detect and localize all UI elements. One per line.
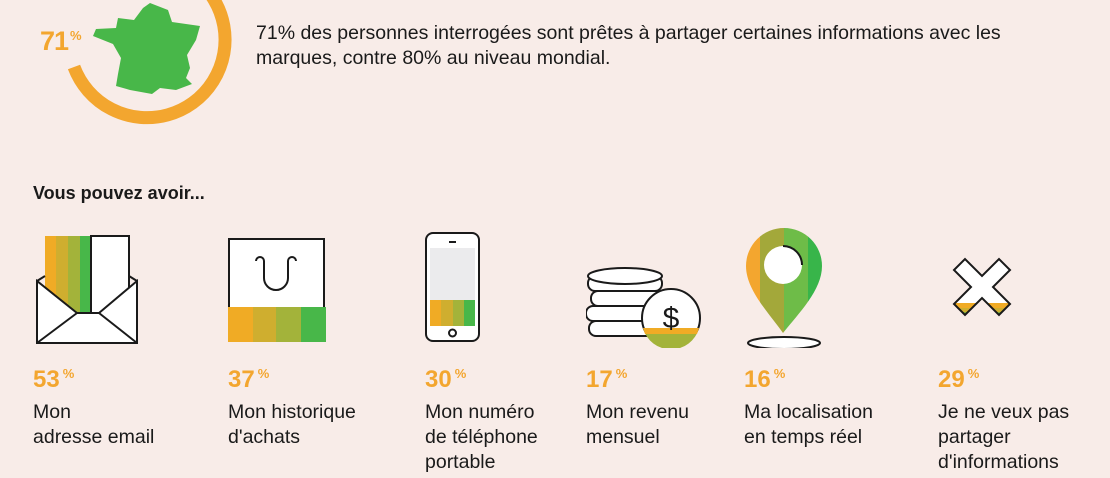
item-percent: 30% (425, 366, 467, 393)
item-percent: 29% (938, 366, 980, 393)
item-label: Mon numéro de téléphone portable (425, 401, 538, 473)
headline-text: 71% des personnes interrogées sont prête… (256, 22, 1001, 69)
item-label: Mon adresse email (33, 401, 155, 448)
svg-text:$: $ (663, 302, 680, 335)
progress-ring (67, 0, 232, 125)
item-label: Mon revenu mensuel (586, 401, 689, 448)
item-no-sharing: 29% Je ne veux pas partager d'informatio… (938, 228, 1069, 475)
item-email: 53% Mon adresse email (33, 228, 154, 450)
section-title: Vous pouvez avoir... (33, 183, 205, 203)
item-location: 16% Ma localisation en temps réel (744, 228, 873, 450)
item-label: Je ne veux pas partager d'informations (938, 401, 1070, 473)
france-map-icon (93, 3, 200, 94)
item-label: Ma localisation en temps réel (744, 401, 873, 448)
item-income: $ 17% Mon revenu mensuel (585, 228, 716, 450)
item-label: Mon historique d'achats (228, 401, 356, 448)
headline-percent: 71% (40, 26, 82, 56)
shopping-bag-icon (228, 238, 326, 342)
location-pin-icon (746, 228, 822, 350)
envelope-icon (36, 235, 138, 344)
smartphone-icon (425, 232, 480, 342)
coins-icon: $ (585, 267, 701, 350)
item-phone: 30% Mon numéro de téléphone portable (425, 228, 538, 475)
item-percent: 17% (586, 366, 628, 393)
cross-icon (952, 257, 1012, 317)
item-purchase-history: 37% Mon historique d'achats (228, 228, 356, 450)
item-percent: 53% (33, 366, 75, 393)
item-percent: 37% (228, 366, 270, 393)
item-percent: 16% (744, 366, 786, 393)
